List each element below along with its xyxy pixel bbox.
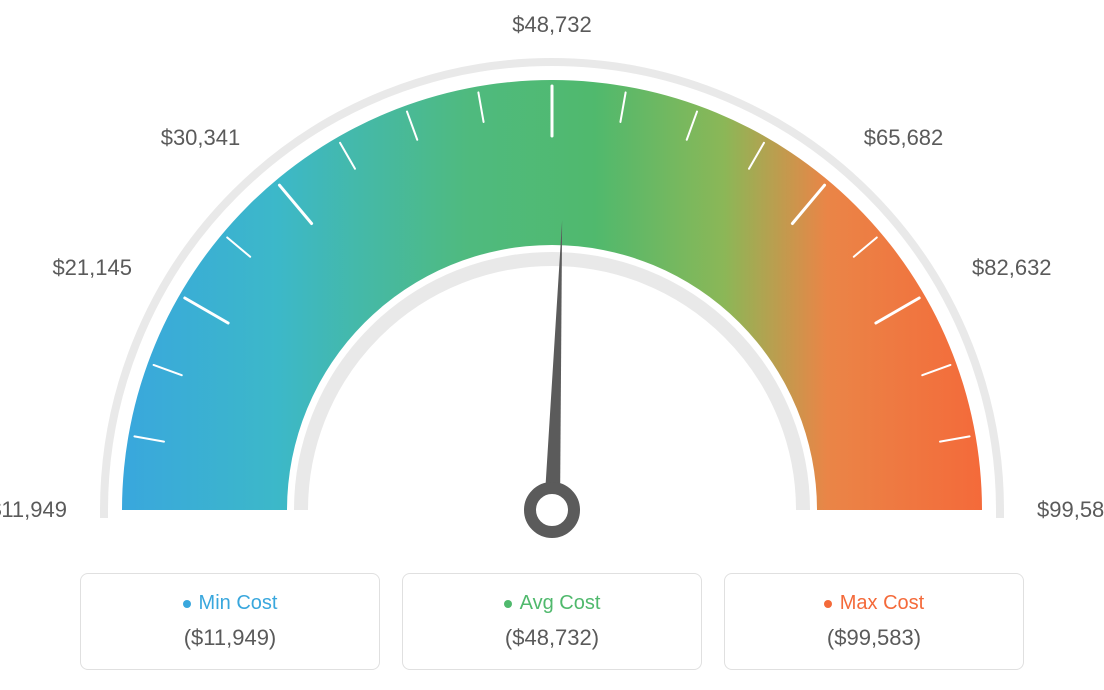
legend-title-avg: Avg Cost xyxy=(504,592,601,615)
legend-title-text: Max Cost xyxy=(840,592,924,615)
scale-label: $82,632 xyxy=(972,255,1052,281)
legend-card-max: Max Cost ($99,583) xyxy=(724,573,1024,670)
legend-title-text: Min Cost xyxy=(199,592,278,615)
legend-card-min: Min Cost ($11,949) xyxy=(80,573,380,670)
legend-title-max: Max Cost xyxy=(824,592,924,615)
scale-label: $30,341 xyxy=(161,125,241,151)
legend-value-max: ($99,583) xyxy=(745,625,1003,651)
scale-label: $99,583 xyxy=(1037,497,1104,523)
legend-title-text: Avg Cost xyxy=(520,592,601,615)
scale-label: $11,949 xyxy=(0,497,67,523)
dot-icon xyxy=(504,600,512,608)
legend-value-min: ($11,949) xyxy=(101,625,359,651)
cost-gauge: $11,949 $21,145 $30,341 $48,732 $65,682 $82,6… xyxy=(0,0,1104,560)
legend-value-avg: ($48,732) xyxy=(423,625,681,651)
legend-title-min: Min Cost xyxy=(183,592,278,615)
scale-label: $21,145 xyxy=(52,255,132,281)
legend-row: Min Cost ($11,949) Avg Cost ($48,732) Ma… xyxy=(0,573,1104,670)
dot-icon xyxy=(824,600,832,608)
scale-label: $65,682 xyxy=(864,125,944,151)
gauge-svg xyxy=(0,0,1104,560)
scale-label: $48,732 xyxy=(512,12,592,38)
legend-card-avg: Avg Cost ($48,732) xyxy=(402,573,702,670)
dot-icon xyxy=(183,600,191,608)
